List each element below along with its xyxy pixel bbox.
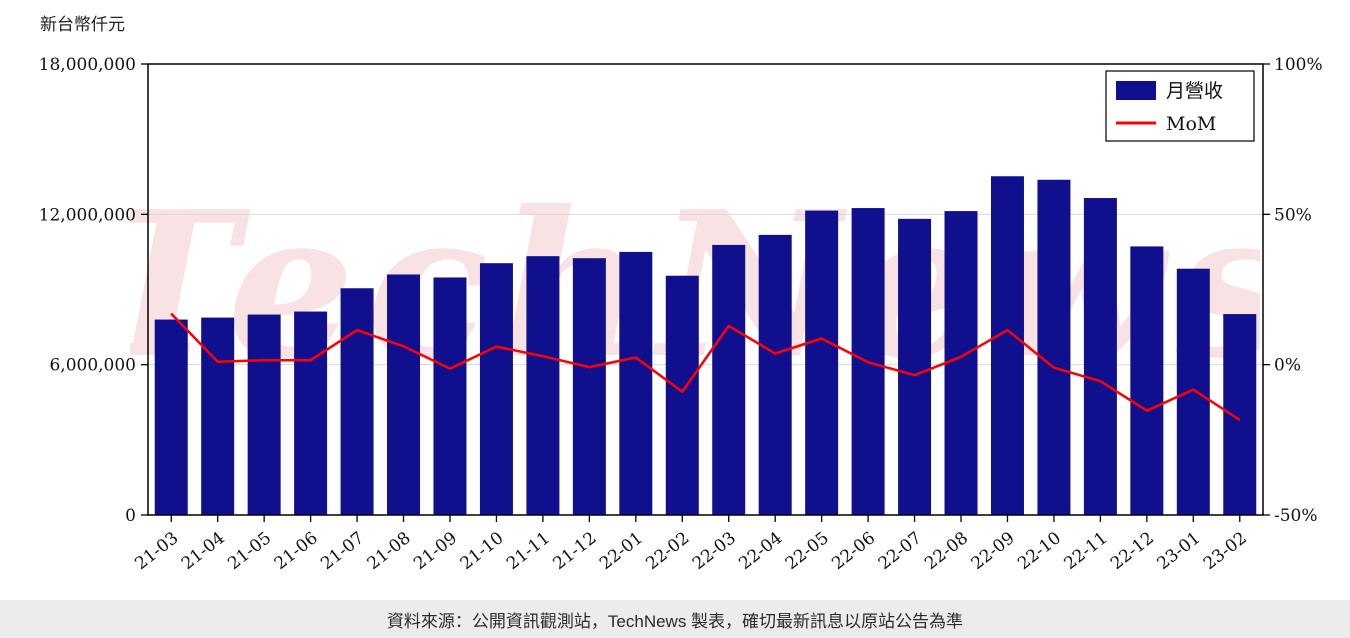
plot-border	[147, 63, 1264, 516]
x-tick-label: 21-09	[410, 528, 461, 574]
revenue-bar	[294, 311, 328, 515]
revenue-bar	[526, 256, 560, 515]
revenue-bar	[201, 317, 235, 515]
x-tick-label: 21-08	[364, 528, 415, 574]
x-tick-label: 22-04	[735, 528, 786, 574]
x-tick-label: 22-03	[689, 528, 740, 574]
x-tick-label: 22-10	[1014, 528, 1065, 574]
chart-canvas: 0 6,000,000 12,000,000 18,000,000 -50% 0% 50% 1…	[39, 15, 1323, 574]
x-tick-label: 21-11	[503, 528, 554, 574]
x-tick-label: 22-02	[642, 528, 693, 574]
legend-line-label: MoM	[1166, 113, 1216, 135]
x-tick-label: 21-07	[317, 528, 368, 574]
revenue-bar	[1083, 198, 1117, 515]
x-tick-label: 21-06	[271, 528, 322, 574]
x-tick-label: 21-03	[131, 528, 182, 574]
revenue-bar	[619, 251, 653, 515]
x-tick-label: 22-06	[828, 528, 879, 574]
revenue-bar	[572, 258, 606, 515]
left-tick-label: 0	[125, 506, 136, 526]
x-tick-label: 21-04	[178, 528, 229, 574]
right-tick-label: 50%	[1274, 205, 1312, 225]
x-tick-label: 22-11	[1061, 528, 1112, 574]
revenue-bar	[990, 176, 1024, 515]
x-tick-label: 23-02	[1200, 528, 1251, 574]
revenue-bar	[1176, 268, 1210, 515]
x-tick-label: 22-05	[782, 528, 833, 574]
right-tick-label: 100%	[1274, 55, 1323, 75]
right-tick-label: 0%	[1274, 356, 1301, 376]
x-tick-label: 22-12	[1107, 528, 1158, 574]
left-tick-label: 12,000,000	[39, 205, 136, 225]
revenue-bar	[898, 218, 932, 516]
legend-bar-swatch	[1116, 81, 1156, 100]
left-tick-label: 6,000,000	[49, 356, 136, 376]
revenue-bar	[247, 314, 281, 515]
revenue-bar	[154, 319, 188, 515]
revenue-chart: TechNews 06,000,00012,000,00018,000,000-…	[38, 15, 1323, 575]
left-tick-label: 18,000,000	[39, 55, 136, 75]
x-tick-label: 21-12	[549, 528, 600, 574]
revenue-bar	[387, 274, 421, 515]
revenue-bar	[433, 277, 467, 515]
revenue-bar	[479, 263, 513, 515]
x-tick-label: 22-01	[596, 528, 647, 574]
x-tick-label: 22-07	[875, 528, 926, 574]
revenue-bar	[712, 244, 746, 515]
right-tick-label: -50%	[1274, 506, 1318, 526]
x-tick-label: 21-05	[224, 528, 275, 574]
revenue-bar	[1037, 179, 1071, 516]
source-footer: 資料來源：公開資訊觀測站，TechNews 製表，確切最新訊息以原站公告為準	[0, 600, 1350, 638]
legend: 月營收 MoM	[1105, 70, 1255, 142]
revenue-bar	[944, 211, 978, 515]
revenue-bar	[340, 288, 374, 515]
mom-line	[170, 312, 1241, 422]
y-axis-title: 新台幣仟元	[40, 15, 125, 35]
revenue-bar	[758, 234, 792, 515]
source-text: 資料來源：公開資訊觀測站，TechNews 製表，確切最新訊息以原站公告為準	[386, 611, 964, 631]
revenue-bar	[1223, 314, 1257, 515]
revenue-bar	[805, 210, 839, 515]
x-tick-label: 22-08	[921, 528, 972, 574]
x-tick-label: 21-10	[457, 528, 508, 574]
legend-bar-label: 月營收	[1166, 80, 1223, 102]
x-tick-label: 22-09	[968, 528, 1019, 574]
x-tick-label: 23-01	[1153, 528, 1204, 574]
revenue-bar	[1130, 246, 1164, 515]
revenue-bar	[665, 275, 699, 515]
